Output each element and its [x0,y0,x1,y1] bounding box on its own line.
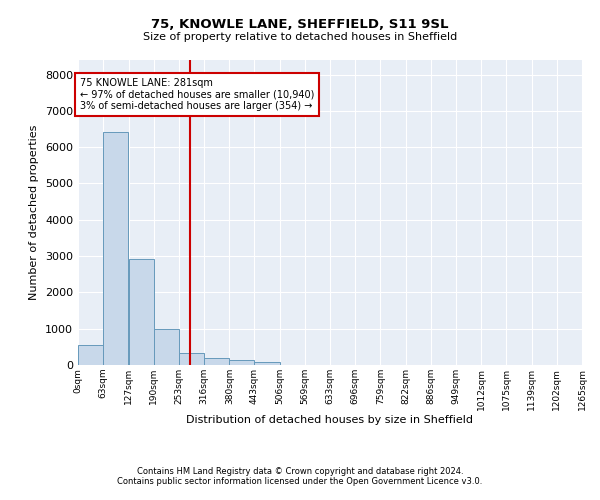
Bar [204,358,229,365]
Text: Contains HM Land Registry data © Crown copyright and database right 2024.: Contains HM Land Registry data © Crown c… [137,467,463,476]
Y-axis label: Number of detached properties: Number of detached properties [29,125,40,300]
Bar [179,352,204,365]
Bar [154,330,179,365]
Bar [254,362,280,365]
Bar [229,360,254,365]
Bar [103,132,128,365]
Bar [78,344,103,365]
Text: 75, KNOWLE LANE, SHEFFIELD, S11 9SL: 75, KNOWLE LANE, SHEFFIELD, S11 9SL [151,18,449,30]
X-axis label: Distribution of detached houses by size in Sheffield: Distribution of detached houses by size … [187,416,473,426]
Text: Size of property relative to detached houses in Sheffield: Size of property relative to detached ho… [143,32,457,42]
Text: Contains public sector information licensed under the Open Government Licence v3: Contains public sector information licen… [118,477,482,486]
Text: 75 KNOWLE LANE: 281sqm
← 97% of detached houses are smaller (10,940)
3% of semi-: 75 KNOWLE LANE: 281sqm ← 97% of detached… [80,78,314,112]
Bar [128,259,154,365]
